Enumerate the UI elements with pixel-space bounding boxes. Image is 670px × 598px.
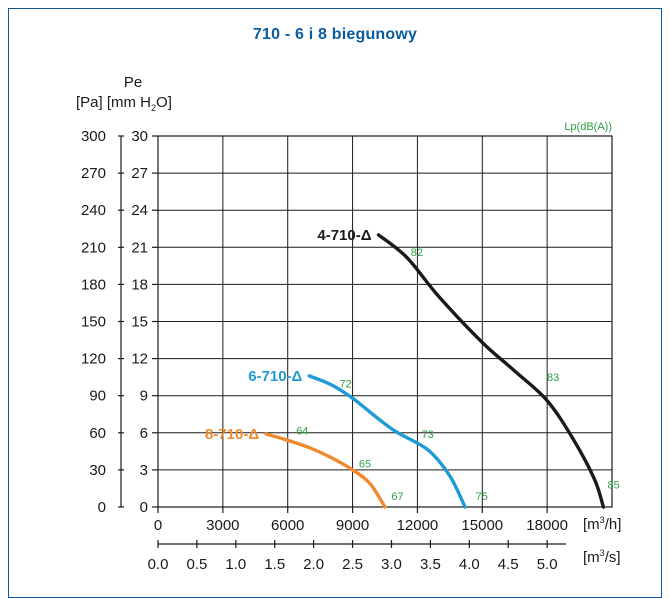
chart-title: 710 - 6 i 8 biegunowy [252,26,418,43]
x-tick-label-s: 5.0 [537,556,558,573]
x-tick-label-h: 0 [154,517,162,534]
y-tick-label-mm: 27 [131,165,148,182]
noise-label: 75 [476,491,488,503]
y-axis-label-pe: Pe [124,74,142,91]
y-tick-label-mm: 3 [140,462,148,479]
y-tick-label-pa: 30 [89,462,106,479]
y-units-main: [Pa] [mm H [76,94,151,111]
y-tick-label-mm: 24 [131,202,148,219]
y-tick-label-mm: 12 [131,351,148,368]
x-tick-label-s: 4.5 [498,556,519,573]
series-line [307,374,467,509]
series-layer: 4-710-Δ 82 83 85 6-710-Δ 72 73 75 8-710-Δ 64 65 67 [205,227,620,509]
noise-label: 82 [411,247,423,259]
noise-label: 64 [296,425,308,437]
noise-label: 73 [422,429,434,441]
series-name-label: 8-710-Δ [205,426,259,443]
y-tick-label-mm: 6 [140,425,148,442]
x-unit-h-end: /h] [605,516,622,533]
series-name-label: 4-710-Δ [317,227,371,244]
y-tick-label-pa: 150 [81,314,106,331]
x-tick-label-h: 6000 [271,517,304,534]
chart-frame [8,8,662,598]
x-unit-label-m3s: [m3/s] [583,548,621,566]
x-tick-label-s: 1.0 [225,556,246,573]
series-2: 8-710-Δ 64 65 67 [205,425,404,509]
x-tick-label-s: 0.0 [148,556,169,573]
x-tick-label-h: 18000 [526,517,568,534]
series-line [376,233,606,509]
y-tick-label-pa: 270 [81,165,106,182]
series-name-label: 6-710-Δ [248,368,302,385]
y-tick-label-pa: 210 [81,239,106,256]
x-tick-label-s: 0.5 [186,556,207,573]
noise-level-label: Lp(dB(A)) [564,121,612,133]
x-tick-label-s: 2.5 [342,556,363,573]
x-tick-label-s: 3.5 [420,556,441,573]
y-tick-label-pa: 90 [89,388,106,405]
x-tick-label-s: 3.0 [381,556,402,573]
x-tick-label-s: 2.0 [303,556,324,573]
y-tick-label-mm: 15 [131,314,148,331]
x-tick-label-s: 1.5 [264,556,285,573]
x-tick-label-h: 12000 [397,517,439,534]
y-tick-label-mm: 9 [140,388,148,405]
series-0: 4-710-Δ 82 83 85 [317,227,620,509]
x-unit-h-sup: 3 [600,515,605,525]
y-units-sub: 2 [151,103,156,113]
grid [157,135,613,508]
series-1: 6-710-Δ 72 73 75 [248,368,488,509]
x-tick-label-s: 4.0 [459,556,480,573]
x-tick-label-h: 15000 [461,517,503,534]
y-tick-label-pa: 240 [81,202,106,219]
y-tick-label-pa: 120 [81,351,106,368]
y-tick-label-pa: 60 [89,425,106,442]
x-unit-s-end: /s] [605,549,621,566]
y-tick-label-mm: 0 [140,499,148,516]
y-tick-label-mm: 30 [131,128,148,145]
y-tick-label-mm: 18 [131,276,148,293]
x-tick-label-h: 3000 [206,517,239,534]
y-tick-label-mm: 21 [131,239,148,256]
noise-label: 85 [608,480,620,492]
series-line [264,432,387,509]
x-unit-s-sup: 3 [600,548,605,558]
noise-label: 67 [391,491,403,503]
noise-label: 83 [547,372,559,384]
y-tick-label-pa: 180 [81,276,106,293]
y-tick-label-pa: 300 [81,128,106,145]
x-unit-label-m3h: [m3/h] [583,515,621,533]
x-unit-h-main: [m [583,516,600,533]
noise-label: 72 [339,378,351,390]
y-tick-label-pa: 0 [98,499,106,516]
noise-label: 65 [359,459,371,471]
x-tick-label-h: 9000 [336,517,369,534]
y-axis-label-units: [Pa] [mm H2O] [76,94,172,113]
y-units-end: O] [156,94,172,111]
x-unit-s-main: [m [583,549,600,566]
